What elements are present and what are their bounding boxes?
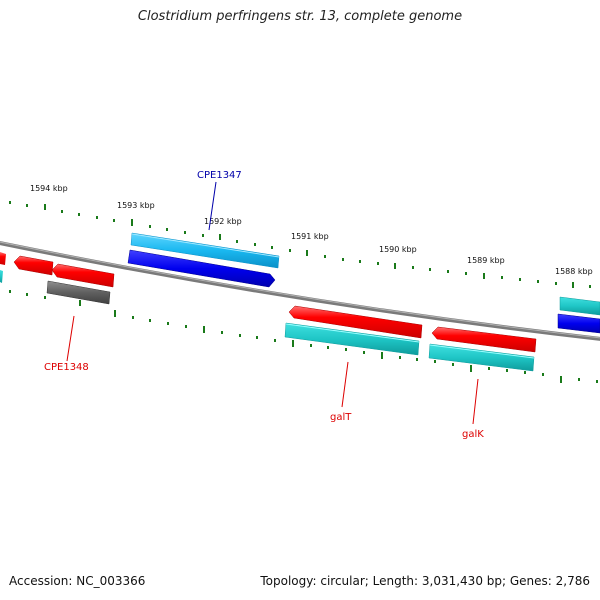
kbp-label-1594: 1594 kbp <box>30 184 68 193</box>
topology-text: Topology: circular; Length: 3,031,430 bp… <box>260 574 590 588</box>
kbp-label-1590: 1590 kbp <box>379 245 417 254</box>
kbp-label-1591: 1591 kbp <box>291 232 329 241</box>
gene-red-left-edge[interactable] <box>0 252 6 265</box>
gene-galT[interactable] <box>284 322 420 356</box>
label-CPE1348[interactable]: CPE1348 <box>44 362 89 373</box>
gene-CPE1347[interactable] <box>130 232 280 269</box>
leader-CPE1348 <box>66 315 75 362</box>
gene-CPE1348[interactable] <box>46 280 111 305</box>
genome-backbone <box>0 241 600 341</box>
label-CPE1347[interactable]: CPE1347 <box>197 170 242 181</box>
leader-CPE1347 <box>208 181 217 231</box>
genome-backbone-highlight <box>0 241 600 339</box>
gene-red-left-small[interactable] <box>13 255 54 276</box>
gene-red-left-arrow[interactable] <box>51 263 115 288</box>
kbp-label-1588: 1588 kbp <box>555 267 593 276</box>
tick-row-lower <box>9 290 598 383</box>
gene-cyan-right-edge[interactable] <box>559 296 600 316</box>
gene-galK[interactable] <box>428 343 535 372</box>
genome-title: Clostridium perfringens str. 13, complet… <box>137 9 463 24</box>
accession-text: Accession: NC_003366 <box>9 574 146 588</box>
kbp-label-1592: 1592 kbp <box>204 217 242 226</box>
kbp-label-1593: 1593 kbp <box>117 201 155 210</box>
leader-galK <box>472 378 479 425</box>
label-galK[interactable]: galK <box>462 429 484 440</box>
gene-red-galK-upper[interactable] <box>431 326 537 353</box>
kbp-label-1589: 1589 kbp <box>467 256 505 265</box>
leader-galT <box>341 361 349 408</box>
tick-row-upper <box>9 201 591 288</box>
gene-red-galT-upper[interactable] <box>288 305 423 339</box>
gene-cyan-left-edge[interactable] <box>0 270 3 283</box>
label-galT[interactable]: galT <box>330 412 352 423</box>
gene-CPE1347b-arrow[interactable] <box>127 249 276 288</box>
gene-blue-right-edge[interactable] <box>557 313 600 334</box>
